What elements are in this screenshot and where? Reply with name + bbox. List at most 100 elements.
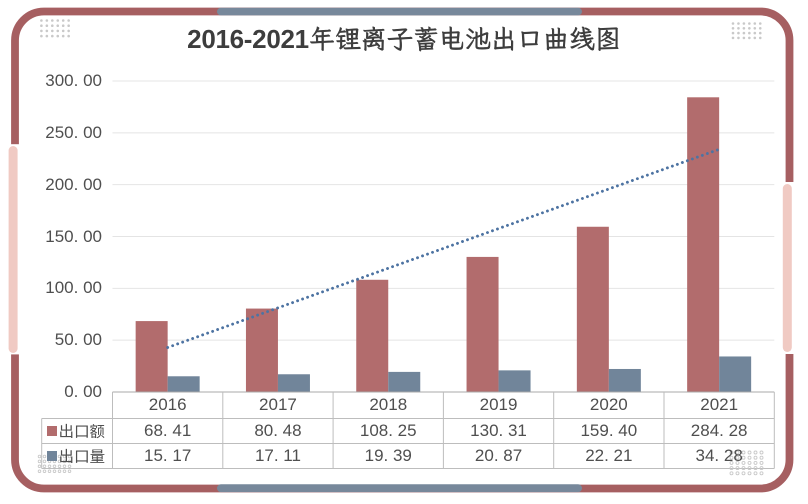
dot-grid-top-left-dot [51, 34, 54, 38]
dot-grid-top-right-dot [742, 36, 746, 40]
dot-grid-top-right-dot [748, 27, 751, 30]
dot-grid-bottom-right-dot [747, 455, 752, 460]
dot-grid-bottom-left-dot [47, 464, 52, 469]
dot-grid-bottom-right-dot [753, 455, 758, 460]
y-tick-label-50: 50. 00 [54, 330, 102, 350]
dot-grid-bottom-right-dot [753, 460, 758, 465]
bar-export-value-2016 [135, 321, 168, 392]
dot-grid-top-left-dot [67, 34, 70, 38]
dot-grid-bottom-right-dot [747, 460, 752, 465]
dot-grid-top-left-dot [56, 19, 60, 22]
table-year-2021: 2021 [700, 395, 739, 415]
dot-grid-top-right-dot [748, 22, 751, 25]
dot-grid-bottom-right-dot [753, 466, 758, 471]
table-value-export-value-2019: 130. 31 [470, 421, 527, 440]
dot-grid-bottom-right-dot [741, 471, 746, 476]
dot-grid-bottom-left-dot [42, 464, 47, 469]
table-year-2019: 2019 [479, 395, 518, 415]
table-value-export-volume-2017: 17. 11 [254, 446, 301, 465]
table-value-export-value-2016: 68. 41 [144, 421, 192, 440]
bar-export-volume-2019 [498, 370, 531, 392]
dot-grid-bottom-right-dot [729, 466, 734, 471]
dot-grid-top-left-dot [67, 24, 70, 28]
dot-grid-bottom-right-dot [735, 455, 740, 460]
dot-grid-bottom-left-dot [57, 459, 62, 464]
bar-export-volume-2018 [388, 371, 421, 392]
dot-grid-bottom-right-dot [759, 450, 764, 455]
dot-grid-bottom-right-dot [735, 471, 740, 476]
dot-grid-bottom-right-dot [753, 471, 758, 476]
dot-grid-bottom-right [729, 450, 764, 476]
dot-grid-top-right-dot [758, 36, 762, 40]
dot-grid-bottom-right-dot [741, 460, 746, 465]
dot-grid-top-right-dot [758, 22, 762, 25]
dot-grid-top-left-dot [51, 19, 54, 22]
dot-grid-top-left-dot [56, 34, 60, 38]
dot-grid-bottom-right-dot [729, 450, 734, 455]
dot-grid-bottom-right-dot [735, 460, 740, 465]
bar-export-volume-2021 [719, 356, 752, 392]
dot-grid-bottom-left-dot [42, 469, 47, 473]
dot-grid-bottom-right-dot [753, 450, 758, 455]
bar-export-value-2018 [356, 279, 389, 392]
table-year-2018: 2018 [369, 395, 408, 415]
dot-grid-bottom-right-dot [759, 471, 764, 476]
dot-grid-top-right-dot [758, 27, 762, 30]
table-value-export-value-2021: 284. 28 [690, 421, 748, 440]
dot-grid-bottom-left-dot [62, 464, 67, 469]
dot-grid-top-right [731, 22, 762, 40]
dot-grid-bottom-right-dot [729, 460, 734, 465]
dot-grid-bottom-left-dot [67, 454, 72, 459]
dot-grid-top-left-dot [67, 29, 70, 33]
dot-grid-top-right-dot [753, 27, 757, 30]
dot-grid-top-right-dot [737, 31, 740, 35]
frame-left-pink-accent [8, 146, 18, 353]
dot-grid-top-right-dot [731, 36, 735, 40]
chart-title-cjk: 年锂离子蓄电池出口曲线图 [308, 22, 622, 56]
chart-title: 2016-2021年锂离子蓄电池出口曲线图 [0, 22, 808, 56]
dot-grid-bottom-left-dot [37, 454, 42, 459]
dot-grid-top-left-dot [45, 29, 49, 33]
dot-grid-bottom-left-dot [42, 454, 47, 459]
dot-grid-top-right-dot [742, 27, 746, 30]
dot-grid-top-right-dot [731, 27, 735, 30]
dot-grid-bottom-right-dot [759, 455, 764, 460]
frame-right-pink-accent [782, 184, 792, 352]
dot-grid-top-left-dot [67, 19, 70, 22]
dot-grid-top-right-dot [748, 36, 751, 40]
dot-grid-top-left-dot [40, 19, 43, 22]
table-value-export-volume-2016: 15. 17 [144, 446, 192, 465]
dot-grid-top-left-dot [40, 24, 43, 28]
table-year-2016: 2016 [148, 395, 187, 415]
dot-grid-top-right-dot [737, 22, 740, 25]
dot-grid-bottom-right-dot [735, 466, 740, 471]
bar-export-value-2021 [687, 97, 720, 393]
dot-grid-bottom-right-dot [759, 466, 764, 471]
dot-grid-top-right-dot [737, 36, 740, 40]
legend-label-export-value: 出口额 [58, 420, 106, 442]
dot-grid-bottom-left-dot [57, 454, 62, 459]
table-value-export-volume-2018: 19. 39 [364, 446, 412, 465]
table-value-export-value-2018: 108. 25 [359, 421, 417, 440]
dot-grid-bottom-right-dot [747, 466, 752, 471]
frame-top-slate-accent [217, 7, 582, 16]
dot-grid-top-left-dot [40, 34, 43, 38]
dot-grid-top-right-dot [753, 36, 757, 40]
dot-grid-bottom-right-dot [735, 450, 740, 455]
dot-grid-bottom-left-dot [42, 459, 47, 464]
bar-export-value-2017 [245, 308, 278, 392]
table-year-2017: 2017 [259, 395, 297, 415]
dot-grid-bottom-left-dot [62, 454, 67, 459]
dot-grid-top-right-dot [731, 22, 735, 25]
table-value-export-value-2017: 80. 48 [254, 421, 302, 440]
dot-grid-top-left-dot [56, 24, 60, 28]
dot-grid-bottom-right-dot [759, 460, 764, 465]
table-value-export-volume-2019: 20. 87 [474, 446, 523, 465]
table-value-export-volume-2021: 34. 28 [695, 446, 743, 465]
dot-grid-bottom-right-dot [741, 450, 746, 455]
y-tick-label-250: 250. 00 [45, 122, 102, 142]
bar-export-value-2020 [576, 226, 609, 392]
y-tick-label-300: 300. 00 [45, 71, 102, 90]
dot-grid-bottom-right-dot [729, 455, 734, 460]
